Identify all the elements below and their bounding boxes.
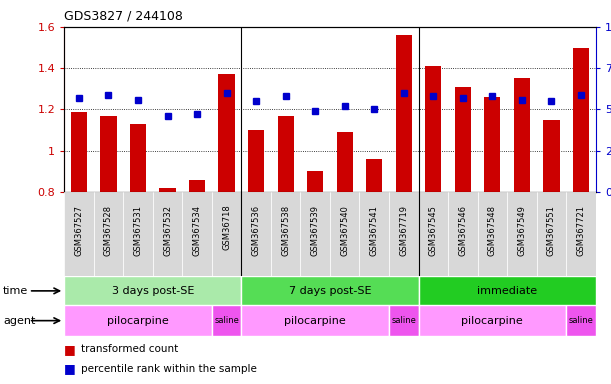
Text: GSM367536: GSM367536 [252,205,261,256]
Text: GSM367532: GSM367532 [163,205,172,256]
Bar [307,171,323,192]
Bar [241,192,271,276]
Text: GSM367539: GSM367539 [310,205,320,256]
Bar [100,116,117,192]
Bar [419,276,596,305]
Bar [359,192,389,276]
Bar [389,192,419,276]
Bar [123,192,153,276]
Text: GSM367551: GSM367551 [547,205,556,255]
Bar [337,132,353,192]
Bar [425,66,441,192]
Bar [219,74,235,192]
Bar [64,192,93,276]
Text: pilocarpine: pilocarpine [461,316,523,326]
Bar [419,305,566,336]
Text: GSM367528: GSM367528 [104,205,113,256]
Bar [566,192,596,276]
Text: GSM367538: GSM367538 [281,205,290,256]
Bar [301,192,330,276]
Text: saline: saline [214,316,239,325]
Bar [277,116,294,192]
Text: GSM36718: GSM36718 [222,205,231,250]
Bar [536,192,566,276]
Text: 7 days post-SE: 7 days post-SE [288,286,371,296]
Text: GSM367541: GSM367541 [370,205,379,255]
Text: GSM367540: GSM367540 [340,205,349,255]
Bar [153,192,182,276]
Text: saline: saline [391,316,416,325]
Bar [159,188,175,192]
Text: transformed count: transformed count [81,344,178,354]
Bar [396,35,412,192]
Bar [566,305,596,336]
Bar [455,87,471,192]
Text: GSM367546: GSM367546 [458,205,467,256]
Text: agent: agent [3,316,35,326]
Text: GSM367531: GSM367531 [133,205,142,256]
Bar [93,192,123,276]
Bar [366,159,382,192]
Text: GDS3827 / 244108: GDS3827 / 244108 [64,10,183,23]
Text: saline: saline [568,316,593,325]
Text: 3 days post-SE: 3 days post-SE [112,286,194,296]
Text: ■: ■ [64,343,76,356]
Text: GSM367545: GSM367545 [429,205,438,255]
Text: time: time [3,286,28,296]
Bar [507,192,536,276]
Bar [573,48,589,192]
Bar [543,120,560,192]
Bar [514,78,530,192]
Text: GSM367549: GSM367549 [518,205,527,255]
Bar [189,180,205,192]
Bar [248,130,264,192]
Text: GSM367721: GSM367721 [576,205,585,256]
Text: immediate: immediate [477,286,537,296]
Text: pilocarpine: pilocarpine [107,316,169,326]
Bar [478,192,507,276]
Bar [485,97,500,192]
Bar [448,192,478,276]
Bar [130,124,146,192]
Bar [330,192,359,276]
Bar [241,305,389,336]
Text: percentile rank within the sample: percentile rank within the sample [81,364,257,374]
Bar [64,276,241,305]
Bar [182,192,212,276]
Bar [71,111,87,192]
Bar [419,192,448,276]
Bar [64,305,212,336]
Bar [271,192,301,276]
Text: GSM367527: GSM367527 [75,205,84,256]
Text: pilocarpine: pilocarpine [284,316,346,326]
Bar [212,305,241,336]
Bar [241,276,419,305]
Text: GSM367548: GSM367548 [488,205,497,256]
Bar [212,192,241,276]
Text: GSM367534: GSM367534 [192,205,202,256]
Text: GSM367719: GSM367719 [399,205,408,256]
Text: ■: ■ [64,362,76,375]
Bar [389,305,419,336]
